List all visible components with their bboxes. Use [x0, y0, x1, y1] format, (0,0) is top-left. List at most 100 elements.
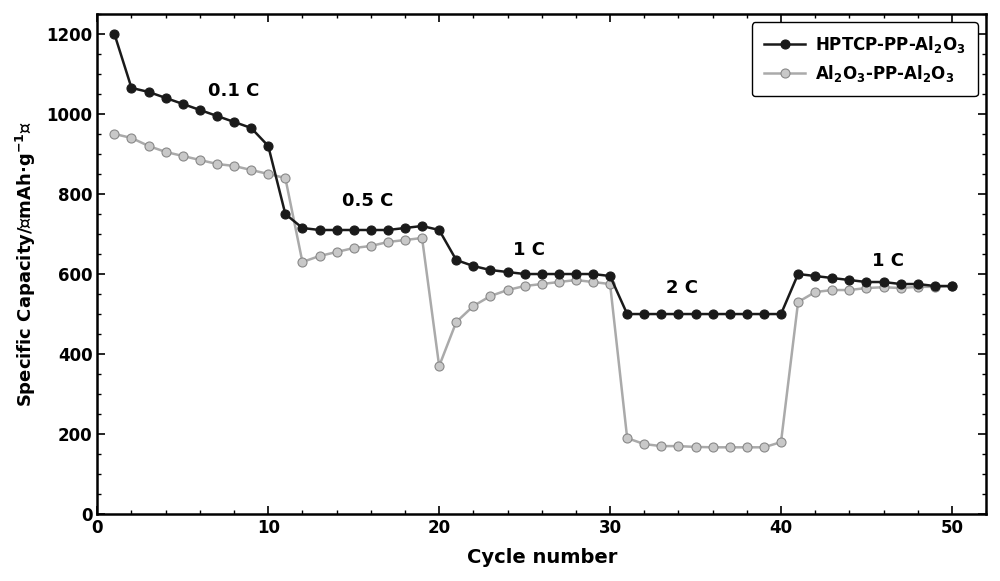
HPTCP-PP-Al$_2$O$_3$	[843, 277, 855, 284]
Text: 0.5 C: 0.5 C	[342, 192, 393, 210]
Al$_2$O$_3$-PP-Al$_2$O$_3$	[860, 285, 872, 292]
HPTCP-PP-Al$_2$O$_3$	[929, 282, 941, 289]
HPTCP-PP-Al$_2$O$_3$	[399, 224, 411, 231]
HPTCP-PP-Al$_2$O$_3$	[450, 257, 462, 264]
HPTCP-PP-Al$_2$O$_3$	[502, 268, 514, 275]
HPTCP-PP-Al$_2$O$_3$	[484, 267, 496, 274]
HPTCP-PP-Al$_2$O$_3$	[690, 311, 702, 318]
Al$_2$O$_3$-PP-Al$_2$O$_3$	[741, 444, 753, 451]
Al$_2$O$_3$-PP-Al$_2$O$_3$	[826, 286, 838, 293]
Al$_2$O$_3$-PP-Al$_2$O$_3$	[724, 444, 736, 451]
Al$_2$O$_3$-PP-Al$_2$O$_3$	[570, 277, 582, 284]
HPTCP-PP-Al$_2$O$_3$	[792, 271, 804, 278]
HPTCP-PP-Al$_2$O$_3$	[655, 311, 667, 318]
Al$_2$O$_3$-PP-Al$_2$O$_3$	[912, 284, 924, 290]
HPTCP-PP-Al$_2$O$_3$	[895, 281, 907, 288]
HPTCP-PP-Al$_2$O$_3$	[553, 271, 565, 278]
X-axis label: Cycle number: Cycle number	[467, 548, 617, 567]
HPTCP-PP-Al$_2$O$_3$	[194, 106, 206, 113]
Line: HPTCP-PP-Al$_2$O$_3$: HPTCP-PP-Al$_2$O$_3$	[110, 30, 956, 318]
HPTCP-PP-Al$_2$O$_3$	[621, 311, 633, 318]
HPTCP-PP-Al$_2$O$_3$	[878, 278, 890, 285]
Y-axis label: Specific Capacity/（mAh·g$^{-1}$）: Specific Capacity/（mAh·g$^{-1}$）	[14, 121, 38, 407]
HPTCP-PP-Al$_2$O$_3$	[228, 119, 240, 125]
HPTCP-PP-Al$_2$O$_3$	[433, 227, 445, 234]
Al$_2$O$_3$-PP-Al$_2$O$_3$	[125, 134, 137, 141]
HPTCP-PP-Al$_2$O$_3$	[279, 210, 291, 217]
HPTCP-PP-Al$_2$O$_3$	[638, 311, 650, 318]
Al$_2$O$_3$-PP-Al$_2$O$_3$	[553, 278, 565, 285]
Legend: HPTCP-PP-Al$_2$O$_3$, Al$_2$O$_3$-PP-Al$_2$O$_3$: HPTCP-PP-Al$_2$O$_3$, Al$_2$O$_3$-PP-Al$…	[752, 22, 978, 96]
HPTCP-PP-Al$_2$O$_3$	[860, 278, 872, 285]
Al$_2$O$_3$-PP-Al$_2$O$_3$	[895, 285, 907, 292]
Al$_2$O$_3$-PP-Al$_2$O$_3$	[604, 281, 616, 288]
HPTCP-PP-Al$_2$O$_3$	[707, 311, 719, 318]
Al$_2$O$_3$-PP-Al$_2$O$_3$	[365, 242, 377, 249]
Al$_2$O$_3$-PP-Al$_2$O$_3$	[655, 443, 667, 450]
Al$_2$O$_3$-PP-Al$_2$O$_3$	[382, 239, 394, 246]
Al$_2$O$_3$-PP-Al$_2$O$_3$	[638, 440, 650, 447]
HPTCP-PP-Al$_2$O$_3$	[331, 227, 343, 234]
HPTCP-PP-Al$_2$O$_3$	[416, 223, 428, 229]
Al$_2$O$_3$-PP-Al$_2$O$_3$	[758, 444, 770, 451]
Al$_2$O$_3$-PP-Al$_2$O$_3$	[450, 318, 462, 325]
Al$_2$O$_3$-PP-Al$_2$O$_3$	[792, 299, 804, 306]
Al$_2$O$_3$-PP-Al$_2$O$_3$	[502, 286, 514, 293]
HPTCP-PP-Al$_2$O$_3$	[724, 311, 736, 318]
HPTCP-PP-Al$_2$O$_3$	[809, 272, 821, 279]
Al$_2$O$_3$-PP-Al$_2$O$_3$	[843, 286, 855, 293]
Al$_2$O$_3$-PP-Al$_2$O$_3$	[194, 156, 206, 163]
Text: 0.1 C: 0.1 C	[208, 82, 260, 100]
HPTCP-PP-Al$_2$O$_3$	[314, 227, 326, 234]
Al$_2$O$_3$-PP-Al$_2$O$_3$	[467, 303, 479, 310]
HPTCP-PP-Al$_2$O$_3$	[672, 311, 684, 318]
Al$_2$O$_3$-PP-Al$_2$O$_3$	[348, 245, 360, 252]
Al$_2$O$_3$-PP-Al$_2$O$_3$	[399, 236, 411, 243]
HPTCP-PP-Al$_2$O$_3$	[536, 271, 548, 278]
HPTCP-PP-Al$_2$O$_3$	[382, 227, 394, 234]
HPTCP-PP-Al$_2$O$_3$	[160, 95, 172, 102]
Al$_2$O$_3$-PP-Al$_2$O$_3$	[314, 253, 326, 260]
HPTCP-PP-Al$_2$O$_3$	[211, 113, 223, 120]
Al$_2$O$_3$-PP-Al$_2$O$_3$	[484, 293, 496, 300]
HPTCP-PP-Al$_2$O$_3$	[587, 271, 599, 278]
HPTCP-PP-Al$_2$O$_3$	[108, 30, 120, 37]
HPTCP-PP-Al$_2$O$_3$	[570, 271, 582, 278]
Al$_2$O$_3$-PP-Al$_2$O$_3$	[775, 439, 787, 446]
Al$_2$O$_3$-PP-Al$_2$O$_3$	[416, 235, 428, 242]
HPTCP-PP-Al$_2$O$_3$	[946, 282, 958, 289]
HPTCP-PP-Al$_2$O$_3$	[758, 311, 770, 318]
HPTCP-PP-Al$_2$O$_3$	[262, 142, 274, 149]
Al$_2$O$_3$-PP-Al$_2$O$_3$	[279, 174, 291, 181]
Al$_2$O$_3$-PP-Al$_2$O$_3$	[160, 149, 172, 156]
HPTCP-PP-Al$_2$O$_3$	[604, 272, 616, 279]
Text: 1 C: 1 C	[513, 241, 545, 259]
Al$_2$O$_3$-PP-Al$_2$O$_3$	[296, 259, 308, 266]
HPTCP-PP-Al$_2$O$_3$	[826, 275, 838, 282]
HPTCP-PP-Al$_2$O$_3$	[912, 281, 924, 288]
HPTCP-PP-Al$_2$O$_3$	[245, 124, 257, 131]
Al$_2$O$_3$-PP-Al$_2$O$_3$	[519, 282, 531, 289]
Al$_2$O$_3$-PP-Al$_2$O$_3$	[946, 282, 958, 289]
Al$_2$O$_3$-PP-Al$_2$O$_3$	[878, 284, 890, 290]
HPTCP-PP-Al$_2$O$_3$	[365, 227, 377, 234]
Al$_2$O$_3$-PP-Al$_2$O$_3$	[809, 289, 821, 296]
Al$_2$O$_3$-PP-Al$_2$O$_3$	[707, 444, 719, 451]
HPTCP-PP-Al$_2$O$_3$	[775, 311, 787, 318]
Line: Al$_2$O$_3$-PP-Al$_2$O$_3$: Al$_2$O$_3$-PP-Al$_2$O$_3$	[110, 130, 956, 452]
Al$_2$O$_3$-PP-Al$_2$O$_3$	[211, 160, 223, 167]
HPTCP-PP-Al$_2$O$_3$	[467, 263, 479, 270]
Al$_2$O$_3$-PP-Al$_2$O$_3$	[672, 443, 684, 450]
Al$_2$O$_3$-PP-Al$_2$O$_3$	[690, 443, 702, 450]
Al$_2$O$_3$-PP-Al$_2$O$_3$	[621, 435, 633, 442]
HPTCP-PP-Al$_2$O$_3$	[519, 271, 531, 278]
Al$_2$O$_3$-PP-Al$_2$O$_3$	[587, 278, 599, 285]
Al$_2$O$_3$-PP-Al$_2$O$_3$	[228, 163, 240, 170]
Al$_2$O$_3$-PP-Al$_2$O$_3$	[262, 170, 274, 177]
HPTCP-PP-Al$_2$O$_3$	[741, 311, 753, 318]
Text: 1 C: 1 C	[872, 252, 904, 270]
Al$_2$O$_3$-PP-Al$_2$O$_3$	[536, 281, 548, 288]
Al$_2$O$_3$-PP-Al$_2$O$_3$	[331, 249, 343, 256]
Al$_2$O$_3$-PP-Al$_2$O$_3$	[929, 284, 941, 290]
Al$_2$O$_3$-PP-Al$_2$O$_3$	[245, 167, 257, 174]
